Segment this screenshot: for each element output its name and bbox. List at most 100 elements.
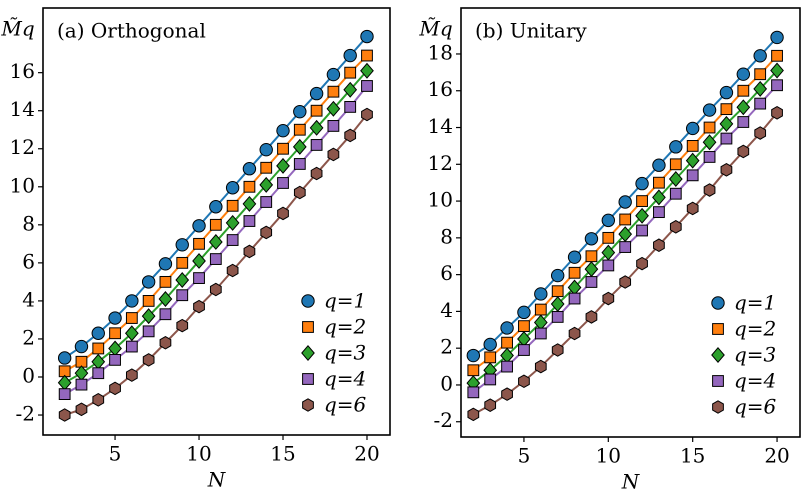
marker [293,185,306,200]
legend-marker [302,321,314,333]
marker [58,408,71,422]
marker [636,256,648,271]
marker [361,49,373,62]
marker [75,402,88,417]
marker [109,327,121,340]
marker [534,303,547,316]
marker [108,311,122,325]
marker [753,80,768,97]
y-tick-label: 10 [10,173,35,197]
marker [720,103,733,116]
marker [585,310,598,324]
marker [534,359,547,374]
marker [501,387,513,401]
marker [310,166,323,181]
marker [125,368,138,382]
marker [361,107,373,122]
legend-label: q=1 [734,291,776,315]
legend-marker [301,345,315,361]
legend-marker [712,400,724,414]
marker [125,340,138,353]
marker [277,206,289,221]
marker [518,374,530,389]
x-axis-label: N [621,470,641,494]
marker [276,157,290,174]
plot-frame [460,7,801,438]
marker [159,335,172,350]
marker [208,233,223,250]
marker [652,189,666,206]
marker [584,232,599,246]
marker [685,152,700,169]
legend-label: q=6 [734,395,777,419]
legend-marker [711,296,725,310]
series-line [472,112,778,416]
x-axis-label: N [207,468,227,492]
marker [669,220,682,234]
marker [344,101,357,113]
y-tick-label: 18 [428,40,453,64]
marker [703,121,716,134]
marker [243,215,256,227]
marker [243,244,256,259]
marker [360,62,374,79]
marker [703,183,716,197]
legend-label: q=4 [324,367,366,391]
x-tick-label: 10 [186,442,211,466]
marker [669,158,682,171]
series-line [64,35,368,359]
marker [193,272,205,284]
marker [754,97,767,110]
legend-marker [302,398,314,412]
marker [500,321,514,335]
marker [467,386,480,399]
marker [619,275,632,289]
x-tick-label: 10 [596,444,621,468]
marker [602,291,615,306]
marker [567,250,582,264]
marker [770,62,784,79]
marker [685,121,700,136]
marker [57,351,72,365]
marker [484,373,497,386]
marker [125,312,138,324]
marker [75,378,88,391]
marker [568,292,581,305]
y-tick-label: 2 [22,325,35,349]
marker [192,219,206,233]
marker [242,162,257,176]
marker [109,381,121,396]
marker [242,195,257,212]
marker [771,79,783,92]
x-tick-label: 20 [354,442,379,466]
marker [92,367,105,380]
marker [652,158,666,172]
marker [737,144,750,159]
legend-label: q=2 [734,317,776,341]
marker [585,250,598,263]
legend-label: q=6 [324,393,367,417]
marker [226,199,239,212]
marker [209,282,222,297]
marker [653,176,665,189]
marker [176,256,189,269]
marker [141,275,156,289]
x-tick-label: 5 [518,444,531,468]
marker [276,123,290,138]
marker [176,318,189,333]
legend-marker [301,294,315,308]
marker [518,320,530,333]
marker [259,176,274,193]
marker [209,218,222,231]
marker [518,344,530,356]
marker [159,275,172,288]
marker [192,253,206,269]
marker [568,266,581,279]
marker [141,308,156,325]
marker [360,29,374,44]
marker [534,327,547,340]
marker [635,176,649,191]
y-tick-label: 2 [440,335,453,359]
marker [326,67,341,82]
